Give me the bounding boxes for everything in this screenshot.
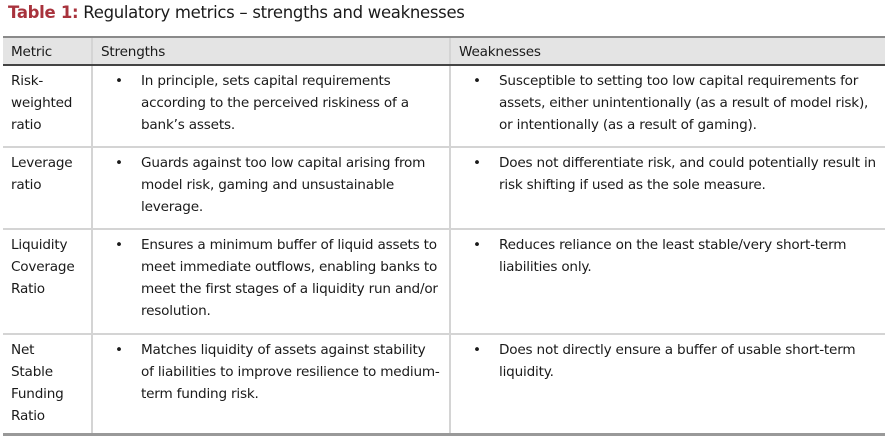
header-metric: Metric	[3, 36, 92, 66]
metric-cell: Liquidity Coverage Ratio	[3, 229, 92, 335]
weakness-item: Does not directly ensure a buffer of usa…	[459, 339, 877, 383]
table-caption: Regulatory metrics – strengths and weakn…	[78, 3, 465, 22]
weakness-cell: Susceptible to setting too low capital r…	[449, 65, 885, 148]
metric-cell: Net Stable Funding Ratio	[3, 334, 92, 436]
strength-cell: Matches liquidity of assets against stab…	[91, 334, 450, 436]
metric-cell: Risk-weighted ratio	[3, 65, 92, 148]
table-row: Liquidity Coverage Ratio Ensures a minim…	[3, 229, 885, 335]
weakness-item: Reduces reliance on the least stable/ver…	[459, 234, 877, 278]
table-row: Risk-weighted ratio In principle, sets c…	[3, 65, 885, 148]
strength-item: Guards against too low capital arising f…	[101, 152, 441, 218]
metric-name: Net Stable Funding Ratio	[11, 342, 64, 424]
strength-cell: In principle, sets capital requirements …	[91, 65, 450, 148]
metrics-table: Metric Strengths Weaknesses Risk-weighte…	[3, 36, 885, 436]
metric-name: Leverage ratio	[11, 155, 73, 193]
strength-item: Matches liquidity of assets against stab…	[101, 339, 441, 405]
header-strengths: Strengths	[91, 36, 450, 66]
weakness-cell: Reduces reliance on the least stable/ver…	[449, 229, 885, 335]
header-row: Metric Strengths Weaknesses	[3, 36, 885, 66]
header-weaknesses: Weaknesses	[449, 36, 885, 66]
strength-item: In principle, sets capital requirements …	[101, 70, 441, 136]
weakness-cell: Does not differentiate risk, and could p…	[449, 147, 885, 230]
metric-name: Risk-weighted ratio	[11, 73, 73, 133]
table-row: Net Stable Funding Ratio Matches liquidi…	[3, 334, 885, 436]
weakness-item: Susceptible to setting too low capital r…	[459, 70, 877, 136]
strength-cell: Guards against too low capital arising f…	[91, 147, 450, 230]
metric-name: Liquidity Coverage Ratio	[11, 237, 75, 297]
metric-cell: Leverage ratio	[3, 147, 92, 230]
strength-item: Ensures a minimum buffer of liquid asset…	[101, 234, 441, 322]
strength-cell: Ensures a minimum buffer of liquid asset…	[91, 229, 450, 335]
weakness-cell: Does not directly ensure a buffer of usa…	[449, 334, 885, 436]
weakness-item: Does not differentiate risk, and could p…	[459, 152, 877, 196]
table-title: Table 1: Regulatory metrics – strengths …	[8, 3, 465, 22]
table-label: Table 1:	[8, 3, 79, 22]
table-row: Leverage ratio Guards against too low ca…	[3, 147, 885, 230]
